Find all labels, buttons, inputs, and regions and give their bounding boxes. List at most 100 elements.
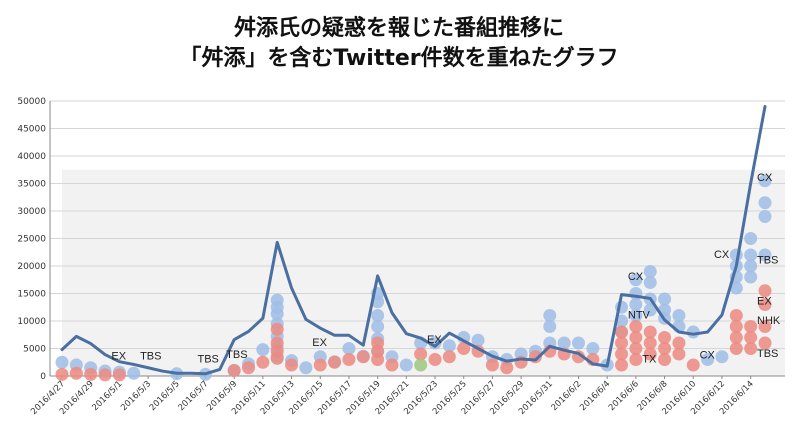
scatter-point [371, 320, 385, 333]
scatter-point [414, 358, 428, 372]
scatter-point [715, 350, 729, 364]
annotation-label: TBS [226, 349, 247, 361]
scatter-point [758, 196, 772, 210]
y-tick-label: 20000 [17, 262, 46, 272]
chart-title-line-1: 舛添氏の疑惑を報じた番組推移に [233, 16, 564, 41]
scatter-point [615, 358, 629, 372]
y-tick-label: 10000 [17, 317, 46, 327]
scatter-point [285, 358, 299, 372]
scatter-point [457, 342, 471, 355]
scatter-point [729, 331, 743, 344]
scatter-point [342, 353, 356, 366]
scatter-point [744, 320, 758, 333]
scatter-point [744, 232, 758, 245]
scatter-point [84, 367, 98, 381]
scatter-point [643, 276, 657, 289]
scatter-point [729, 309, 743, 322]
annotation-label: CX [714, 249, 730, 261]
y-tick-label: 50000 [17, 97, 46, 107]
annotation-label: TBS [197, 353, 218, 365]
annotation-label: TX [642, 353, 657, 365]
scatter-point [744, 342, 758, 355]
annotation-label: EX [427, 334, 442, 346]
annotation-label: NHK [757, 315, 781, 327]
scatter-point [729, 342, 743, 355]
scatter-point [471, 333, 485, 347]
y-tick-label: 45000 [17, 125, 46, 135]
scatter-point [55, 367, 69, 381]
y-tick-label: 25000 [17, 235, 46, 245]
series-line [60, 105, 767, 376]
scatter-point [414, 347, 428, 361]
scatter-point [299, 361, 313, 375]
x-tick-label: 2016/5/7 [177, 379, 211, 413]
scatter-point [485, 358, 499, 372]
x-tick-label: 2016/6/4 [578, 379, 612, 413]
scatter-point [256, 355, 270, 369]
scatter-point [744, 331, 758, 344]
scatter-point [112, 368, 126, 382]
scatter-point [371, 336, 385, 350]
annotation-label: EX [111, 351, 126, 363]
annotation-label: EX [757, 296, 772, 308]
scatter-point [686, 358, 700, 372]
annotation-label: TBS [757, 348, 778, 360]
scatter-point [629, 342, 643, 355]
scatter-point [586, 342, 600, 355]
scatter-point [629, 320, 643, 333]
scatter-point [658, 342, 672, 355]
scatter-point [342, 342, 356, 355]
scatter-point [758, 298, 772, 311]
scatter-point [672, 336, 686, 350]
scatter-point [658, 331, 672, 344]
scatter-point [55, 355, 69, 369]
scatter-point [557, 336, 571, 350]
scatter-point [643, 325, 657, 339]
chart-title-line-2: 「舛添」を含むTwitter件数を重ねたグラフ [179, 46, 619, 71]
scatter-point [385, 358, 399, 372]
scatter-point [615, 347, 629, 361]
scatter-point [356, 350, 370, 364]
scatter-point [744, 259, 758, 273]
scatter-point [615, 336, 629, 350]
scatter-point [270, 322, 284, 336]
scatter-point [69, 366, 83, 380]
scatter-point [643, 265, 657, 278]
scatter-point [658, 292, 672, 306]
x-tick-label: 2016/6/2 [550, 379, 584, 413]
scatter-point [543, 309, 557, 322]
scatter-point [571, 336, 585, 350]
scatter-point [629, 273, 643, 287]
x-tick-label: 2016/6/6 [607, 379, 641, 413]
x-tick-label: 2016/5/1 [90, 379, 124, 413]
scatter-point [500, 361, 514, 375]
scatter-point [371, 309, 385, 322]
scatter-point [227, 364, 241, 377]
scatter-point [242, 361, 256, 375]
scatter-point [543, 320, 557, 333]
scatter-point [313, 358, 327, 372]
scatter-point [758, 320, 772, 333]
scatter-point [729, 281, 743, 295]
scatter-point [643, 347, 657, 361]
y-tick-label: 30000 [17, 207, 46, 217]
annotation-label: TBS [140, 351, 161, 363]
scatter-point [672, 309, 686, 322]
scatter-point [442, 350, 456, 364]
scatter-point [270, 293, 284, 307]
scatter-point [758, 284, 772, 298]
scatter-point [270, 336, 284, 350]
scatter-point [758, 174, 772, 188]
y-tick-label: 40000 [17, 152, 46, 162]
annotation-label: CX [628, 271, 644, 283]
scatter-point [672, 347, 686, 361]
annotation-label: CX [700, 349, 716, 361]
scatter-point [629, 298, 643, 311]
scatter-point [744, 248, 758, 262]
scatter-point [442, 339, 456, 353]
y-tick-label: 0 [40, 372, 46, 382]
scatter-point [629, 353, 643, 366]
scatter-point [643, 303, 657, 317]
